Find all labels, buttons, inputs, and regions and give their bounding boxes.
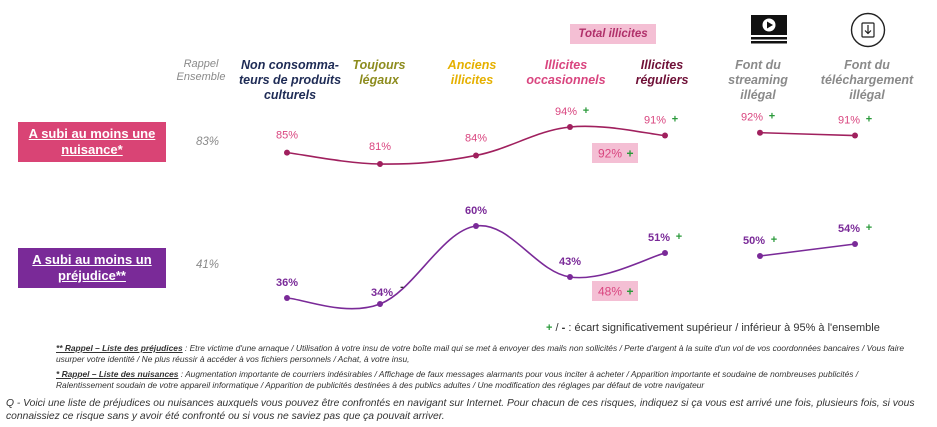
significance-mark: + [771,234,777,246]
data-label: 91% [644,115,666,127]
data-label: 50% [743,235,765,247]
significance-mark: + [583,105,589,117]
legend-sep: / [552,322,562,334]
footnote-nuisances-text: : Augmentation importante de courriers i… [56,369,859,390]
col-header-streaming: Font du streaming illégal [728,58,788,102]
total-illicites-value: 48% [598,285,622,299]
line-chart: 85% 81% 84% 94% +91% +92% +91% +92% +36% 34% - 60% 4… [276,105,872,310]
data-point [757,129,763,136]
data-label: 34% [371,287,393,299]
footnote-nuisances-title: * Rappel – Liste des nuisances [56,369,179,379]
data-label: 54% [838,223,860,235]
legend-plus: + [546,322,553,334]
total-illicites-box [592,143,638,163]
significance-mark: + [672,114,678,126]
series-line-prejudice-illegal [759,243,856,257]
col-header-toujours-legaux: Toujours légaux [352,58,406,87]
col-header-anciens-illicites: Anciens illicites [447,58,497,87]
significance-mark: - [400,281,404,293]
data-label: 36% [276,277,298,289]
significance-mark: + [866,114,872,126]
total-illicites-header: Total illicites [570,24,656,44]
total-illicites-sig: + [626,285,633,299]
data-label: 81% [369,141,391,153]
data-point [473,152,479,159]
footnote-prejudices-title: ** Rappel – Liste des préjudices [56,343,183,353]
data-point [757,253,763,259]
data-label: 85% [276,130,298,142]
series-line-nuisance-illegal [759,131,856,137]
data-point [852,132,858,139]
data-point [662,132,668,139]
data-point [567,124,573,130]
legend-text: : écart significativement supérieur / in… [565,322,880,334]
significance-legend: + / - : écart significativement supérieu… [546,322,880,334]
question-text: Q - Voici une liste de préjudices ou nui… [6,398,915,422]
data-label: 94% [555,106,577,118]
data-point [377,301,383,307]
data-point [852,241,858,247]
legend-minus: - [561,322,566,334]
video-play-icon [750,14,788,49]
row-label-nuisance: A subi au moins une nuisance* [18,122,166,162]
data-point [473,223,479,229]
col-header-illicites-reguliers: Illicites réguliers [635,58,689,87]
data-point [284,295,290,301]
footnote-prejudices-text: : Etre victime d'une arnaque / Utilisati… [56,343,905,364]
data-point [662,250,668,256]
data-label: 92% [741,112,763,124]
footnote-prejudices: ** Rappel – Liste des préjudices : Etre … [56,343,916,365]
data-label: 43% [559,256,581,268]
ref-prejudice: 41% [196,259,220,271]
col-header-non-consommateurs: Non consomma- teurs de produits culturel… [238,58,342,102]
total-illicites-sig: + [626,147,633,161]
ref-nuisance: 83% [196,136,220,148]
row-label-prejudice: A subi au moins un préjudice** [18,248,166,288]
col-header-illicites-occasionnels: Illicites occasionnels [526,58,606,87]
data-label: 84% [465,132,487,144]
total-illicites-box [592,281,638,301]
data-point [284,149,290,156]
rappel-ensemble-header: Rappel Ensemble [176,58,226,83]
significance-mark: + [866,222,872,234]
data-point [377,161,383,167]
significance-mark: + [676,231,682,243]
total-illicites-value: 92% [598,147,622,161]
col-header-telechargement: Font du téléchargement illégal [820,58,914,102]
data-label: 60% [465,205,487,217]
data-point [567,274,573,280]
significance-mark: + [769,111,775,123]
data-label: 51% [648,232,670,244]
footnote-nuisances: * Rappel – Liste des nuisances : Augment… [56,369,916,391]
data-label: 91% [838,115,860,127]
download-icon [850,12,886,53]
